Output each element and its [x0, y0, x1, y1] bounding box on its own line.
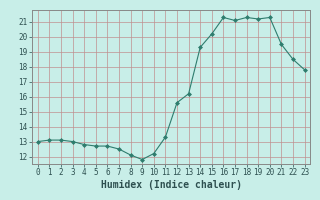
X-axis label: Humidex (Indice chaleur): Humidex (Indice chaleur): [101, 180, 242, 190]
